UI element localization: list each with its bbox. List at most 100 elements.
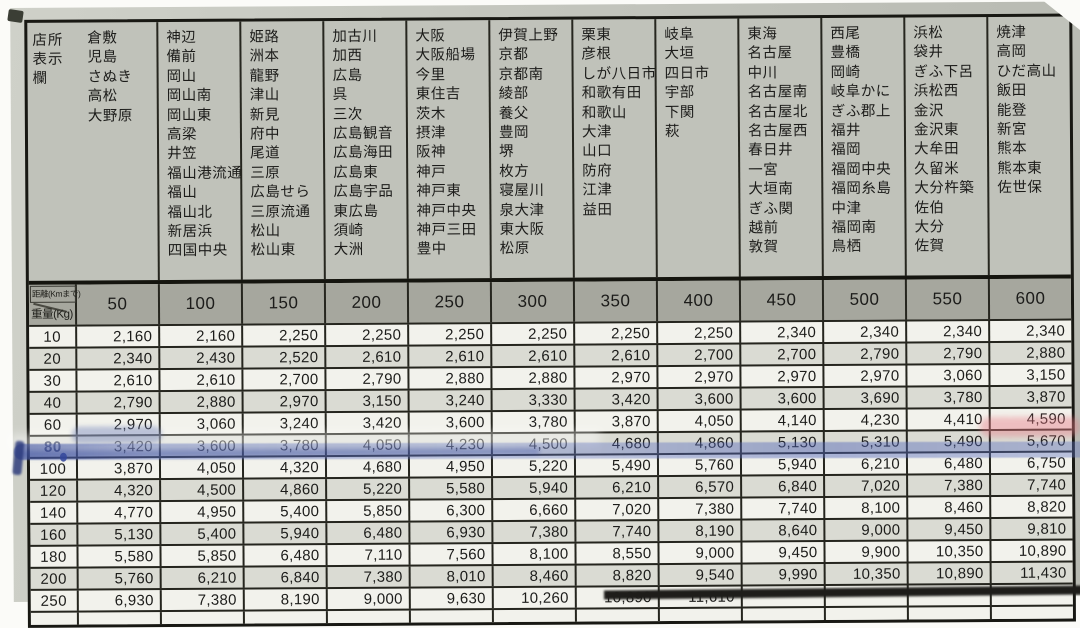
rate-cell: 9,540 [657, 564, 741, 586]
station-name: 洲本 [249, 48, 280, 65]
station-name: ぎふ郡上 [830, 103, 891, 120]
weight-label: 120 [39, 482, 67, 500]
rate-cell: 2,610 [158, 369, 242, 391]
rate-cell: 2,700 [241, 369, 325, 390]
station-name: 益田 [582, 201, 613, 219]
rate-cell: 2,610 [75, 370, 159, 391]
rate-cell: 3,870 [988, 386, 1072, 408]
blue-marker-edge-mark [12, 440, 25, 476]
station-column-550: 浜松 袋井 ぎふ下呂 浜松西 金沢 金沢東 大牟田 久留米 大分杵築 佐伯 大分 佐賀 [903, 17, 988, 276]
station-name: 大垣南 [748, 181, 794, 198]
station-name: しが八日市 [581, 65, 657, 83]
rate-cell: 10,890 [906, 563, 990, 584]
station-name: 龍野 [249, 68, 280, 85]
rate-cell [740, 608, 824, 621]
distance-header-200: 200 [323, 282, 408, 324]
rate-cell: 4,320 [76, 480, 160, 501]
rate-cell [989, 606, 1073, 620]
rate-cell: 2,610 [490, 345, 574, 367]
station-name: 大津 [581, 124, 613, 141]
rate-cell [906, 607, 990, 620]
rate-cell: 7,020 [574, 499, 658, 520]
station-name: 越前 [748, 220, 779, 237]
rate-cell: 8,190 [242, 589, 326, 610]
rate-cell: 10,890 [989, 540, 1073, 562]
station-column-350: 栗東 彦根 しが八日市 和歌有田 和歌山 大津 山口 防府 江津 益田 [571, 19, 657, 278]
station-name: 広島東 [333, 164, 379, 181]
rate-cell: 5,940 [491, 477, 575, 499]
station-name: 大分杵築 [914, 180, 975, 197]
rate-cell: 9,900 [823, 541, 907, 563]
weight-label: 30 [43, 372, 62, 390]
station-name: 佐伯 [914, 199, 945, 217]
weight-label: 100 [39, 460, 67, 478]
rate-cell [325, 610, 409, 624]
rate-cell: 4,230 [822, 409, 906, 431]
rate-cell: 2,970 [656, 366, 740, 388]
station-name: 三原流通 [250, 203, 311, 221]
rate-cell: 7,740 [989, 474, 1073, 496]
rate-cell: 6,930 [408, 522, 492, 543]
station-name: 三次 [332, 106, 363, 123]
rate-cell: 2,880 [407, 368, 491, 389]
rate-cell: 2,610 [324, 346, 408, 368]
distance-header-150: 150 [240, 283, 325, 324]
station-name: 綾部 [498, 86, 529, 103]
station-name: 岡崎 [830, 64, 861, 81]
weight-label: 60 [43, 416, 62, 434]
rate-cell: 9,450 [740, 542, 824, 563]
distance-header-600: 600 [987, 278, 1072, 320]
station-name: 防府 [582, 163, 613, 180]
rate-cell [574, 609, 658, 622]
rate-cell: 8,550 [574, 543, 658, 564]
paper-sheet: 店所 表示欄 倉敷 児島 さぬき 高松 大野原 神辺 備前 岡山 岡山南 岡山東 高梁 井笠 福山港流通… [9, 1, 1080, 628]
rate-cell: 8,010 [408, 566, 492, 587]
rate-cell: 7,380 [906, 475, 990, 496]
rate-cell: 4,860 [242, 479, 326, 500]
station-name: 高梁 [166, 126, 198, 144]
rate-cell: 4,050 [158, 457, 243, 479]
rate-cell: 3,780 [905, 387, 989, 408]
rate-cell [76, 612, 160, 625]
rate-cell: 3,150 [324, 390, 408, 412]
station-name: 枚方 [499, 163, 530, 180]
station-name: 京都 [498, 47, 529, 64]
weight-label: 40 [43, 394, 62, 412]
rate-cell: 6,840 [242, 567, 326, 588]
station-name: 茨木 [415, 105, 446, 123]
station-name: 福岡 [831, 142, 862, 159]
station-name: さぬき [87, 69, 133, 86]
weight-label: 10 [43, 328, 62, 346]
rate-cell: 2,790 [75, 392, 159, 413]
rate-cell: 2,250 [573, 323, 657, 344]
station-name: 大分 [914, 219, 945, 236]
station-name: 豊中 [416, 241, 447, 258]
station-name: 神戸東 [416, 183, 462, 200]
rate-cell: 3,420 [324, 412, 408, 434]
rate-cell: 8,190 [657, 520, 741, 542]
station-name: 岡山 [166, 68, 197, 85]
rate-cell: 4,950 [159, 501, 243, 523]
rate-cell: 9,000 [325, 588, 409, 610]
pink-smudge-60kg-600km [979, 416, 1080, 438]
station-name: 佐賀 [914, 238, 945, 255]
rate-cell: 2,250 [407, 324, 491, 345]
rate-cell: 3,060 [905, 365, 989, 386]
rate-cell: 6,480 [325, 522, 409, 544]
station-name: 阪神 [416, 144, 447, 161]
weight-label: 160 [40, 526, 67, 544]
station-name: 京都南 [498, 66, 544, 83]
station-name: 四日市 [664, 65, 710, 82]
station-name: 広島せら [250, 184, 311, 201]
station-name: 福岡中央 [831, 161, 892, 178]
station-name: 宇部 [664, 85, 695, 102]
rate-cell: 2,340 [739, 322, 823, 343]
station-name: 佐世保 [997, 179, 1043, 197]
station-name: 熊本 [997, 141, 1028, 158]
station-name: 一宮 [748, 162, 779, 179]
station-name: 新居浜 [167, 223, 213, 241]
distance-header-350: 350 [572, 281, 657, 322]
rate-cell: 2,880 [988, 342, 1072, 364]
station-name: 三原 [250, 165, 281, 182]
station-name: 名古屋西 [747, 123, 809, 140]
